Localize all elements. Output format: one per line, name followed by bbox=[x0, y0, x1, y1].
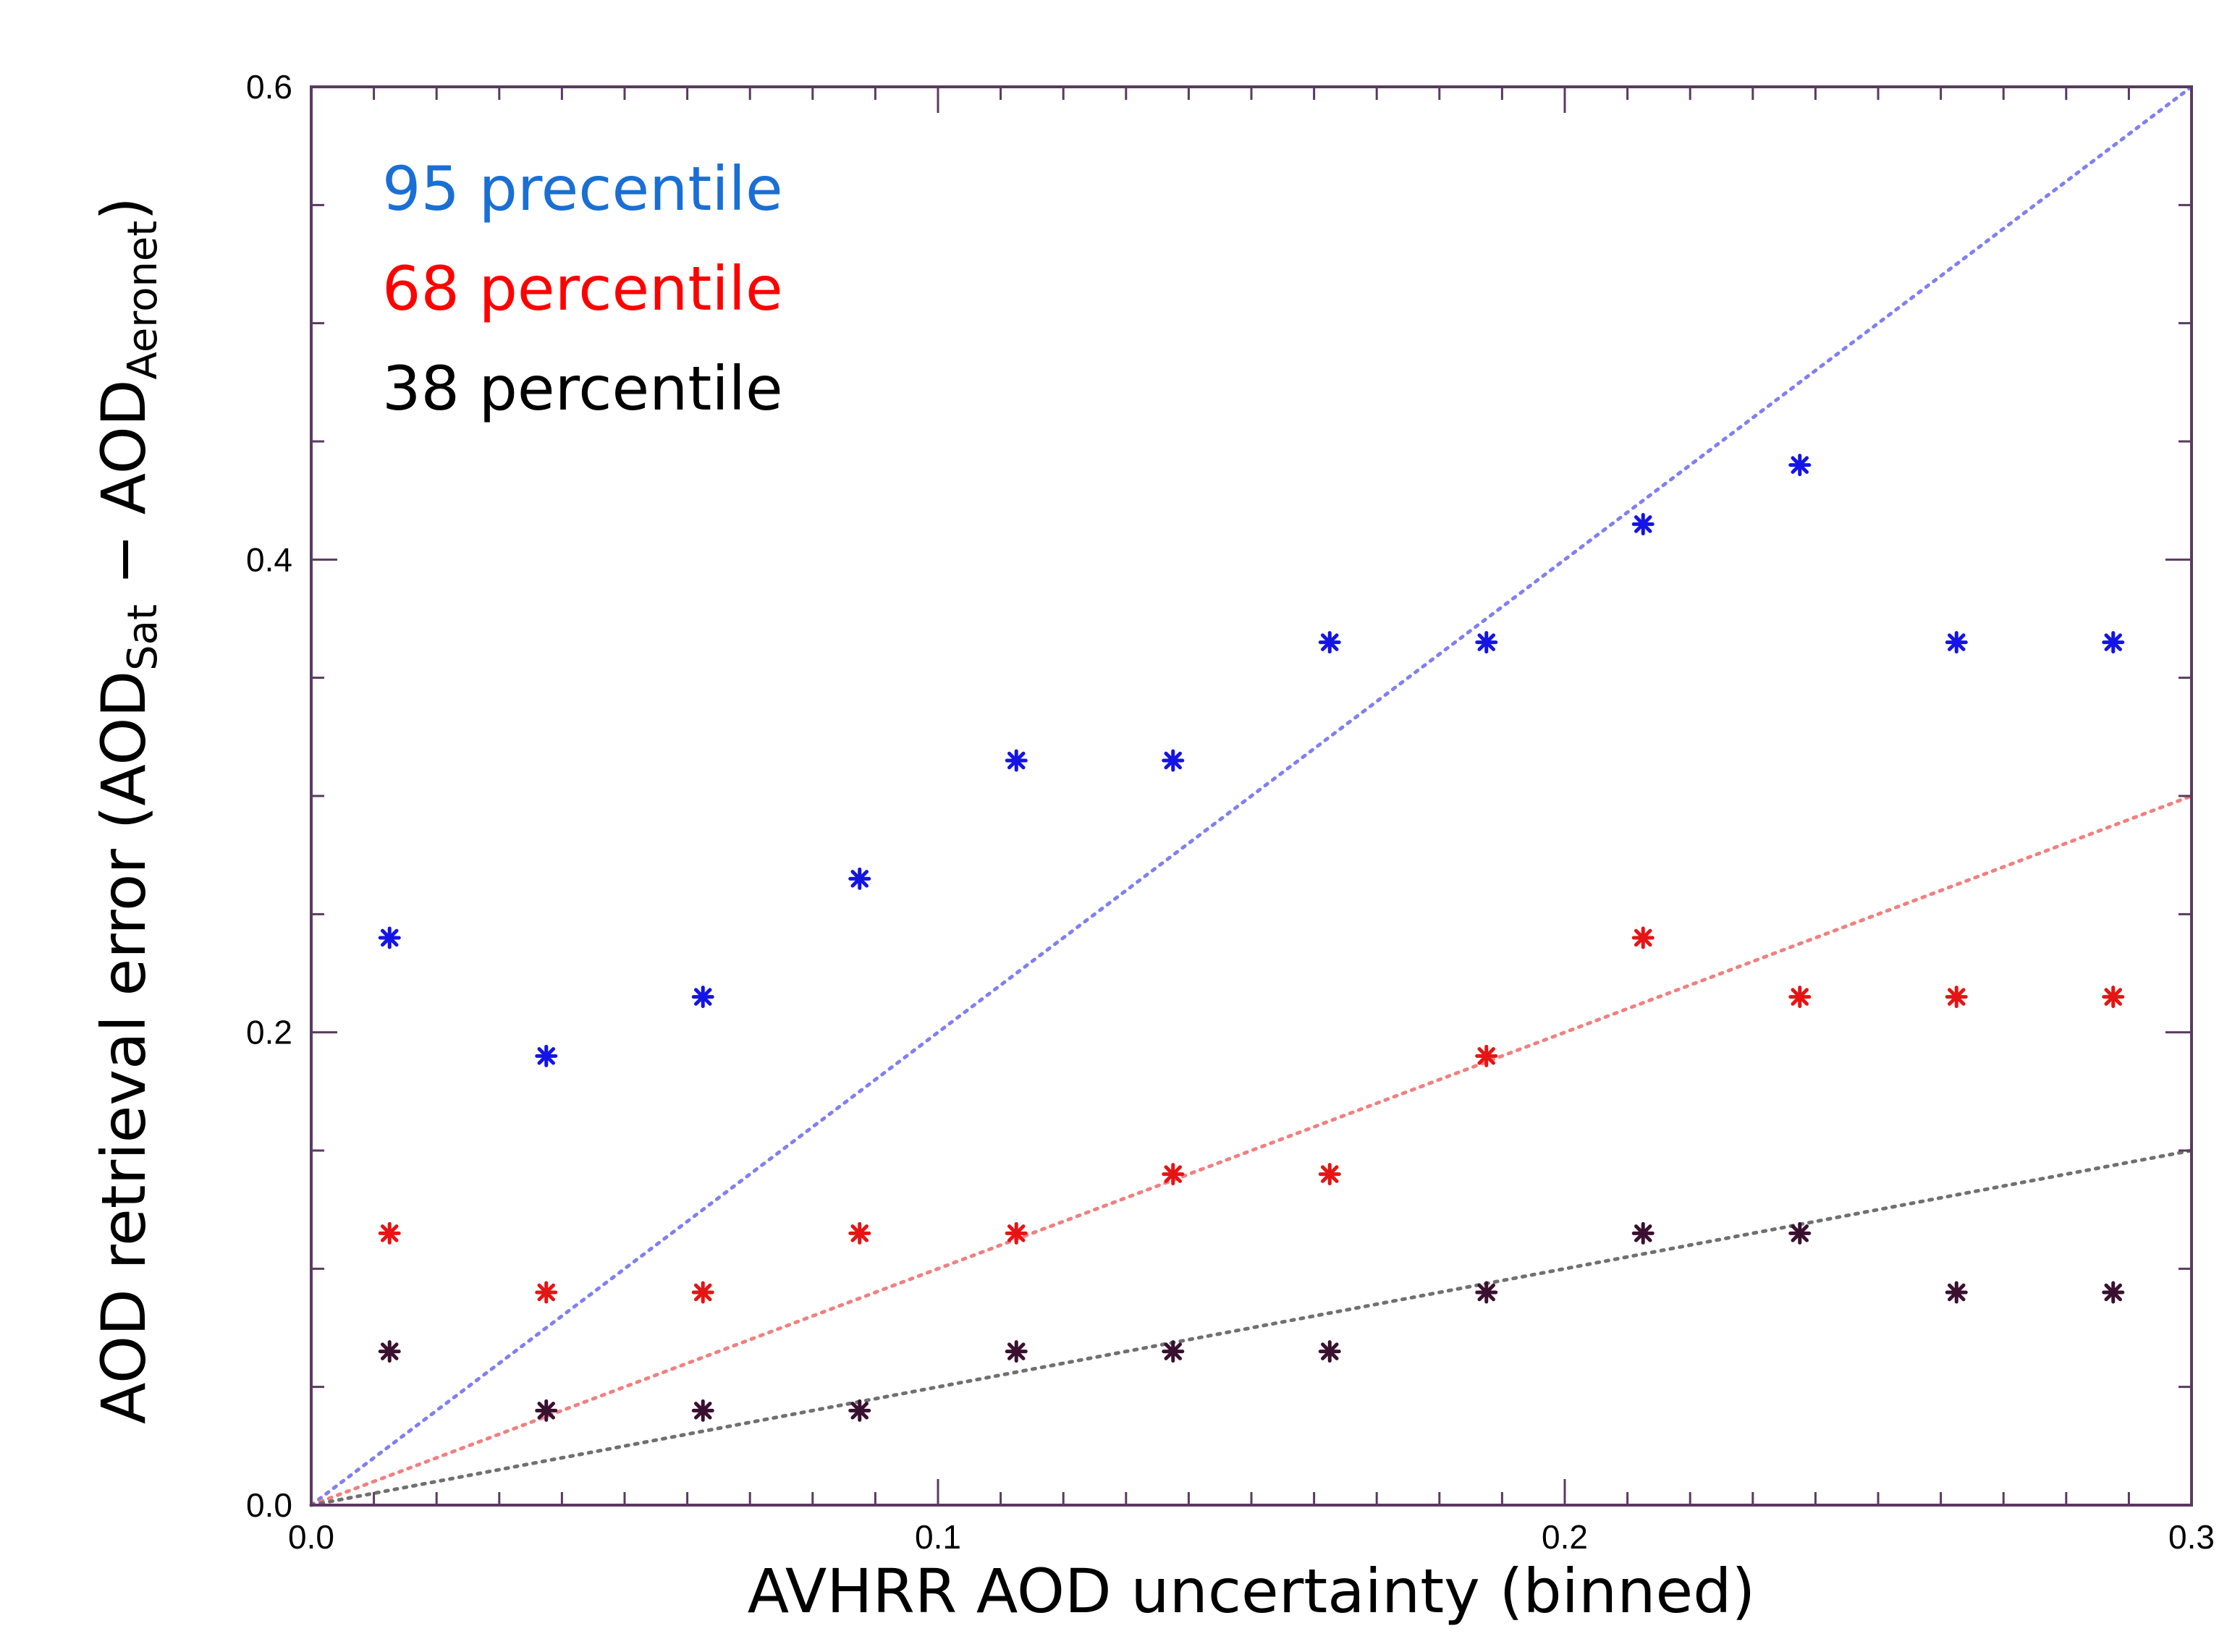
data-point-series1 bbox=[848, 1221, 871, 1245]
reference-line-0 bbox=[309, 85, 2194, 1507]
data-point-series0 bbox=[1631, 512, 1655, 535]
data-point-series0 bbox=[378, 926, 401, 949]
y-axis-title-suffix: ) bbox=[88, 197, 159, 221]
reference-line-1 bbox=[309, 794, 2194, 1507]
data-point-series2 bbox=[1005, 1340, 1028, 1363]
data-point-series2 bbox=[1318, 1340, 1341, 1363]
data-point-series1 bbox=[1318, 1163, 1341, 1186]
plot-frame bbox=[310, 85, 2193, 1507]
data-point-series1 bbox=[1005, 1221, 1028, 1245]
data-point-series2 bbox=[535, 1399, 558, 1422]
legend-entry-38: 38 percentile bbox=[382, 353, 783, 424]
data-point-series0 bbox=[848, 867, 871, 890]
data-point-series2 bbox=[1945, 1281, 1968, 1304]
data-point-series1 bbox=[1945, 986, 1968, 1009]
y-axis-title-sub-sat: Sat bbox=[119, 604, 166, 671]
y-axis-title-middle: − AOD bbox=[88, 379, 159, 604]
data-point-series2 bbox=[1475, 1281, 1498, 1304]
data-point-series0 bbox=[1945, 631, 1968, 654]
data-point-series2 bbox=[1788, 1221, 1812, 1245]
data-point-series1 bbox=[1162, 1163, 1185, 1186]
reference-lines bbox=[309, 85, 2194, 1507]
data-point-series1 bbox=[378, 1221, 401, 1245]
reference-line-2 bbox=[309, 1148, 2194, 1507]
x-axis-title: AVHRR AOD uncertainty (binned) bbox=[748, 1556, 1756, 1627]
y-tick-label: 0.4 bbox=[246, 541, 292, 578]
data-point-series1 bbox=[2102, 986, 2125, 1009]
x-tick-label: 0.0 bbox=[288, 1518, 334, 1556]
data-point-series2 bbox=[848, 1399, 871, 1422]
legend-entry-68: 68 percentile bbox=[382, 253, 783, 324]
data-point-series2 bbox=[2102, 1281, 2125, 1304]
x-tick-label: 0.1 bbox=[915, 1518, 961, 1556]
data-point-series2 bbox=[378, 1340, 401, 1363]
data-point-series0 bbox=[1318, 631, 1341, 654]
y-axis-title-prefix: AOD retrieval error (AOD bbox=[88, 671, 159, 1424]
y-axis-title: AOD retrieval error (AODSat − AODAeronet… bbox=[88, 197, 166, 1424]
data-point-series1 bbox=[1631, 926, 1655, 949]
x-tick-label: 0.2 bbox=[1542, 1518, 1588, 1556]
data-point-series1 bbox=[691, 1281, 714, 1304]
tick-labels: 0.0 0.1 0.2 0.3 0.0 0.2 0.4 0.6 bbox=[246, 68, 2215, 1556]
legend: 95 precentile 68 percentile 38 percentil… bbox=[382, 153, 783, 424]
data-points bbox=[378, 454, 2125, 1422]
y-axis-title-sub-aeronet: Aeronet bbox=[119, 221, 166, 380]
y-tick-label: 0.0 bbox=[246, 1486, 292, 1524]
x-tick-label: 0.3 bbox=[2168, 1518, 2215, 1556]
data-point-series0 bbox=[691, 986, 714, 1009]
data-point-series0 bbox=[535, 1044, 558, 1067]
data-point-series0 bbox=[1005, 749, 1028, 772]
data-point-series0 bbox=[1475, 631, 1498, 654]
data-point-series2 bbox=[1631, 1221, 1655, 1245]
data-point-series0 bbox=[1162, 749, 1185, 772]
data-point-series0 bbox=[1788, 454, 1812, 477]
legend-entry-95: 95 precentile bbox=[382, 153, 783, 224]
data-point-series2 bbox=[1162, 1340, 1185, 1363]
data-point-series0 bbox=[2102, 631, 2125, 654]
y-tick-label: 0.2 bbox=[246, 1014, 292, 1051]
axis-ticks bbox=[310, 85, 2193, 1507]
data-point-series1 bbox=[535, 1281, 558, 1304]
data-point-series1 bbox=[1788, 986, 1812, 1009]
y-tick-label: 0.6 bbox=[246, 68, 292, 106]
data-point-series1 bbox=[1475, 1044, 1498, 1067]
data-point-series2 bbox=[691, 1399, 714, 1422]
